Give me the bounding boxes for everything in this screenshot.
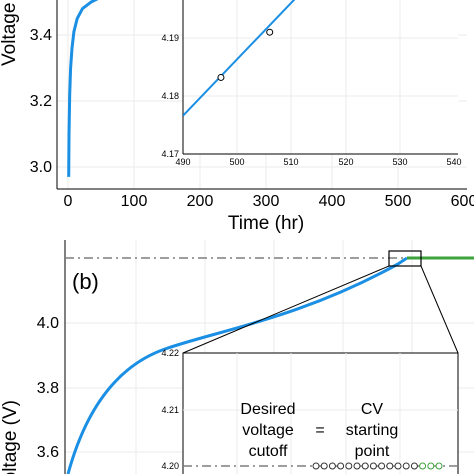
annotation-right-line: starting [346,422,398,439]
panel-b-inset-marker [394,462,402,470]
panel-b-inset-marker [312,462,320,470]
panel-b-inset-marker [386,462,394,470]
panel-b-inset-marker [353,462,361,470]
annotation-equals: = [315,422,324,439]
panel-b-inset-marker [427,462,435,470]
annotation-right-line: CV [361,401,384,418]
panel-b-zoom-box [388,250,422,267]
panel-a-x-tick: 500 [385,193,412,210]
panel-a-x-tick: 300 [253,193,280,210]
panel-a-y-axis-label: Voltage (V) [0,0,20,66]
panel-b-inset-marker [337,462,345,470]
panel-b-inset-markers [312,462,443,470]
panel-a-inset-series [183,0,296,117]
panel-a-x-tick: 0 [64,193,73,210]
annotation-right-line: point [355,443,390,460]
panel-b-zoom-connector [420,265,459,354]
panel-b-y-tick: 3.6 [37,444,59,461]
panel-a-inset-x-tick: 490 [175,157,190,167]
panel-b: 4.0 3.8 3.6 Voltage (V) (b) 4.22 4.21 4.… [0,240,474,474]
panel-b-inset-marker [378,462,386,470]
panel-b-tag: (b) [72,269,99,294]
panel-a-inset-curve [183,0,296,117]
panel-a-y-tick: 3.4 [30,27,52,44]
panel-b-series [66,256,474,474]
panel-a-inset-y-tick: 4.18 [161,91,179,101]
panel-a-y-tick: 3.0 [30,159,52,176]
panel-a-inset-x-tick: 530 [392,157,407,167]
panel-b-annotation: Desired voltage cutoff = CV starting poi… [240,401,398,460]
panel-a-inset-x-tick: 540 [446,157,461,167]
panel-b-y-tick: 3.8 [37,380,59,397]
panel-b-inset-marker [361,462,369,470]
panel-b-inset-marker [320,462,328,470]
panel-a-inset-x-tick: 500 [229,157,244,167]
panel-a-y-axis: 3.0 3.2 3.4 Voltage (V) [0,0,58,189]
panel-b-inset-y-tick: 4.22 [161,348,179,358]
panel-b-y-tick: 4.0 [37,315,59,332]
panel-b-inset-marker [345,462,353,470]
panel-a-x-axis-label: Time (hr) [228,213,304,234]
panel-a-series [67,0,99,177]
panel-a-inset-gridlines [183,0,458,154]
panel-b-zoom-connector [182,265,390,354]
panel-b-inset-marker [402,462,410,470]
annotation-left-line: cutoff [249,443,288,460]
panel-a-inset-marker [266,28,274,36]
panel-a-x-axis: 0 100 200 300 400 500 600 Time (hr) [57,188,474,234]
panel-a: 0 100 200 300 400 500 600 Time (hr) 3.0 … [0,0,474,234]
panel-b-inset-marker [328,462,336,470]
panel-b-inset-marker [435,462,443,470]
panel-a-voltage-curve [67,0,99,177]
panel-b-inset-y-tick: 4.20 [161,461,179,471]
panel-a-x-tick: 200 [187,193,214,210]
annotation-left-line: voltage [242,422,294,439]
panel-b-inset-marker [410,462,418,470]
panel-a-y-tick: 3.2 [30,93,52,110]
panel-b-inset-marker [369,462,377,470]
panel-a-inset-marker [217,73,225,81]
panel-a-inset-x-tick: 510 [283,157,298,167]
panel-b-inset-y-tick: 4.21 [161,405,179,415]
panel-b-inset: 4.22 4.21 4.20 Desired voltage cutoff = … [161,348,459,474]
panel-a-x-tick: 600 [451,193,474,210]
panel-a-x-tick: 400 [319,193,346,210]
panel-b-discharge-curve [66,256,408,474]
panel-a-x-tick: 100 [121,193,148,210]
panel-b-inset-gridlines [183,353,458,474]
panel-a-inset-y-tick: 4.19 [161,33,179,43]
panel-a-inset: 490 500 510 520 530 540 4.17 4.18 4.19 [161,0,462,167]
panel-b-inset-marker [419,462,427,470]
panel-a-inset-y-tick: 4.17 [161,149,179,159]
panel-a-inset-x-tick: 520 [338,157,353,167]
panel-b-y-axis-label: Voltage (V) [0,400,21,474]
annotation-left-line: Desired [240,401,295,418]
